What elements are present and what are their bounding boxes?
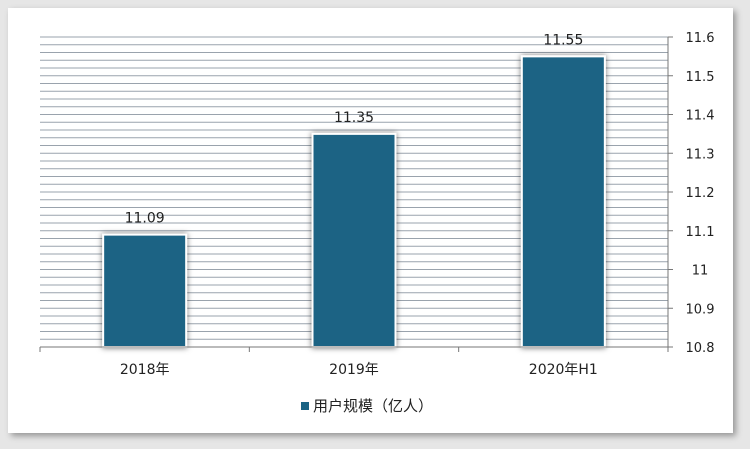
y-tick-label: 11.3 xyxy=(686,147,715,162)
x-tick-label: 2019年 xyxy=(329,362,379,378)
legend-label: 用户规模（亿人） xyxy=(313,397,433,415)
x-tick-label: 2020年H1 xyxy=(529,362,598,378)
y-tick-label: 11.6 xyxy=(686,31,715,46)
bars xyxy=(102,55,606,348)
y-tick-label: 11.2 xyxy=(686,186,715,201)
legend: 用户规模（亿人） xyxy=(282,390,458,422)
y-tick-label: 11.4 xyxy=(686,109,715,124)
y-tick-label: 10.8 xyxy=(686,341,715,356)
y-tick-label: 11.1 xyxy=(686,225,715,240)
x-axis-ticks: 2018年 2019年 2020年H1 xyxy=(120,362,598,378)
data-labels: 11.09 11.35 11.55 xyxy=(125,32,584,226)
y-axis-ticks: 10.8 10.9 11 11.1 11.2 11.3 11.4 11.5 11.6 xyxy=(668,31,714,356)
legend-swatch xyxy=(301,402,309,410)
y-tick-label: 11 xyxy=(692,264,709,279)
legend-box xyxy=(282,390,458,422)
x-tick-label: 2018年 xyxy=(120,362,170,378)
y-tick-label: 10.9 xyxy=(686,302,715,317)
data-label: 11.55 xyxy=(543,32,583,48)
data-label: 11.35 xyxy=(334,110,374,126)
data-label: 11.09 xyxy=(125,211,165,227)
bar xyxy=(520,55,606,348)
bar xyxy=(102,233,188,348)
y-tick-label: 11.5 xyxy=(686,70,715,85)
bar xyxy=(311,132,397,348)
